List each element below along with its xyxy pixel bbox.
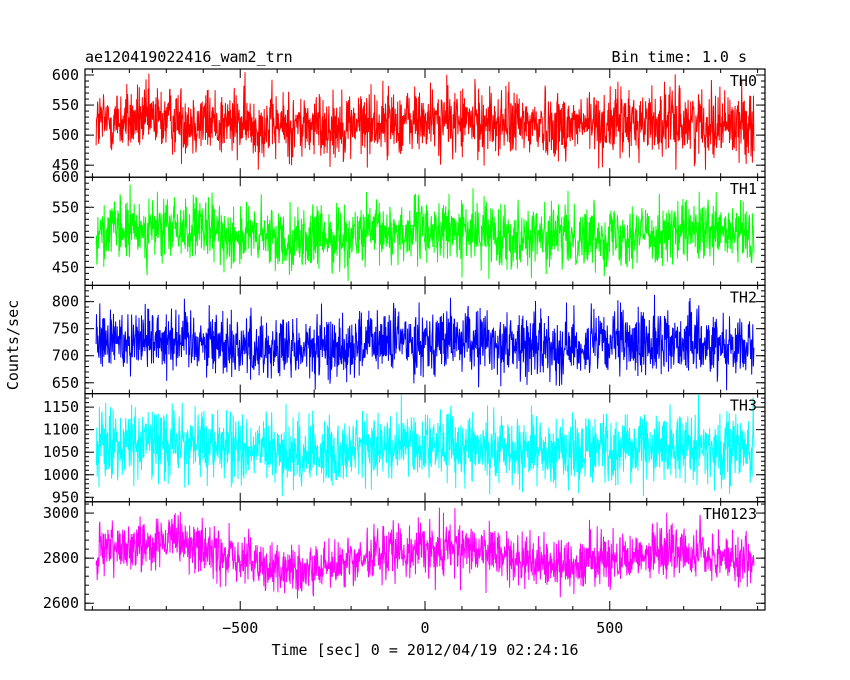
y-tick-label: 550 [52,96,79,114]
chart-title-left: ae120419022416_wam2_trn [85,48,293,66]
y-tick-label: 3000 [43,504,79,522]
series-line-th1 [95,184,755,282]
panel-label-th2: TH2 [730,288,757,306]
panel-label-th3: TH3 [730,397,757,415]
panel-label-th0: TH0 [730,72,757,90]
y-tick-label: 1000 [43,466,79,484]
x-tick-label: 0 [420,619,429,637]
series-line-th2 [95,294,755,391]
panel-label-th0123: TH0123 [703,505,757,523]
y-tick-label: 700 [52,347,79,365]
x-axis-label: Time [sec] 0 = 2012/04/19 02:24:16 [271,641,578,659]
y-tick-label: 2800 [43,549,79,567]
y-tick-label: 600 [52,66,79,84]
y-tick-label: 650 [52,374,79,392]
y-tick-label: 500 [52,126,79,144]
series-line-th3 [95,394,755,497]
y-tick-label: 950 [52,488,79,506]
y-tick-label: 800 [52,293,79,311]
series-line-th0123 [95,507,755,599]
y-axis-label: Counts/sec [4,300,22,390]
panels-group: 450 500 550 600 TH0 450 500 550 600 TH1 650 700 750 8… [43,66,766,637]
y-tick-label: 1050 [43,443,79,461]
series-line-th0 [95,72,755,170]
y-tick-label: 1100 [43,421,79,439]
y-tick-label: 450 [52,156,79,174]
y-tick-label: 750 [52,320,79,338]
panel-label-th1: TH1 [730,180,757,198]
x-tick-label: −500 [222,619,258,637]
y-tick-label: 1150 [43,398,79,416]
chart-title-right: Bin time: 1.0 s [612,48,747,66]
y-tick-label: 450 [52,258,79,276]
panel-frame [84,284,766,395]
y-tick-label: 500 [52,228,79,246]
y-tick-label: 550 [52,198,79,216]
y-tick-label: 600 [52,168,79,186]
y-tick-label: 2600 [43,594,79,612]
x-tick-label: 500 [596,619,623,637]
